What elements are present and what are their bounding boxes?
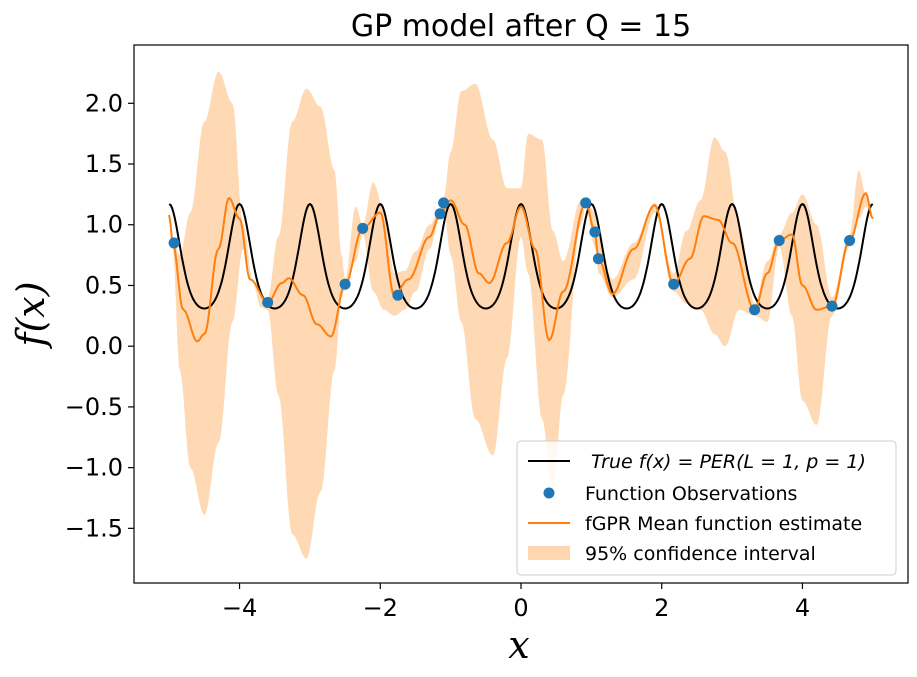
- observation-point: [438, 197, 450, 209]
- legend-observation-label: Function Observations: [585, 483, 797, 505]
- observation-point: [592, 253, 604, 265]
- y-tick-label: −1.5: [65, 514, 123, 542]
- observation-point: [844, 235, 856, 246]
- x-tick-label: −2: [363, 594, 398, 622]
- y-tick-label: −0.5: [65, 393, 123, 421]
- y-axis: −1.5 −1.0 −0.5 0.0 0.5 1.0 1.5 2.0: [65, 89, 134, 542]
- observation-point: [580, 197, 592, 209]
- observation-point: [826, 300, 838, 312]
- observation-point: [434, 208, 446, 220]
- observation-point: [773, 235, 785, 246]
- observation-point: [339, 278, 351, 290]
- plot-area: [168, 71, 874, 559]
- y-tick-label: 0.0: [85, 332, 123, 360]
- x-tick-label: 2: [654, 594, 669, 622]
- x-axis-label: x: [508, 623, 529, 667]
- observation-point: [589, 226, 601, 238]
- x-axis: −4 −2 0 2 4: [222, 583, 810, 622]
- observation-point: [262, 297, 274, 308]
- confidence-band: [169, 71, 873, 559]
- observation-point: [168, 237, 180, 249]
- chart-title: GP model after Q = 15: [351, 9, 691, 44]
- legend-ci-label: 95% confidence interval: [585, 543, 816, 565]
- observation-point: [357, 222, 369, 234]
- legend-ci-swatch: [528, 546, 570, 560]
- x-tick-label: −4: [222, 594, 257, 622]
- y-tick-label: 1.0: [85, 211, 123, 239]
- y-axis-label: f(x): [9, 281, 53, 349]
- legend-observation-swatch: [543, 487, 555, 499]
- legend: True f(x) = PER(L = 1, p = 1) Function O…: [516, 440, 897, 576]
- y-tick-label: 0.5: [85, 271, 123, 299]
- legend-frame: [516, 440, 897, 576]
- y-tick-label: 1.5: [85, 150, 123, 178]
- y-tick-label: 2.0: [85, 89, 123, 117]
- observation-point: [392, 289, 404, 301]
- x-tick-label: 4: [795, 594, 810, 622]
- y-tick-label: −1.0: [65, 454, 123, 482]
- observation-point: [668, 278, 680, 290]
- legend-true-label: True f(x) = PER(L = 1, p = 1): [591, 451, 866, 473]
- legend-mean-label: fGPR Mean function estimate: [585, 513, 862, 535]
- true-function-line: [168, 202, 874, 310]
- x-tick-label: 0: [513, 594, 528, 622]
- observation-point: [749, 304, 761, 316]
